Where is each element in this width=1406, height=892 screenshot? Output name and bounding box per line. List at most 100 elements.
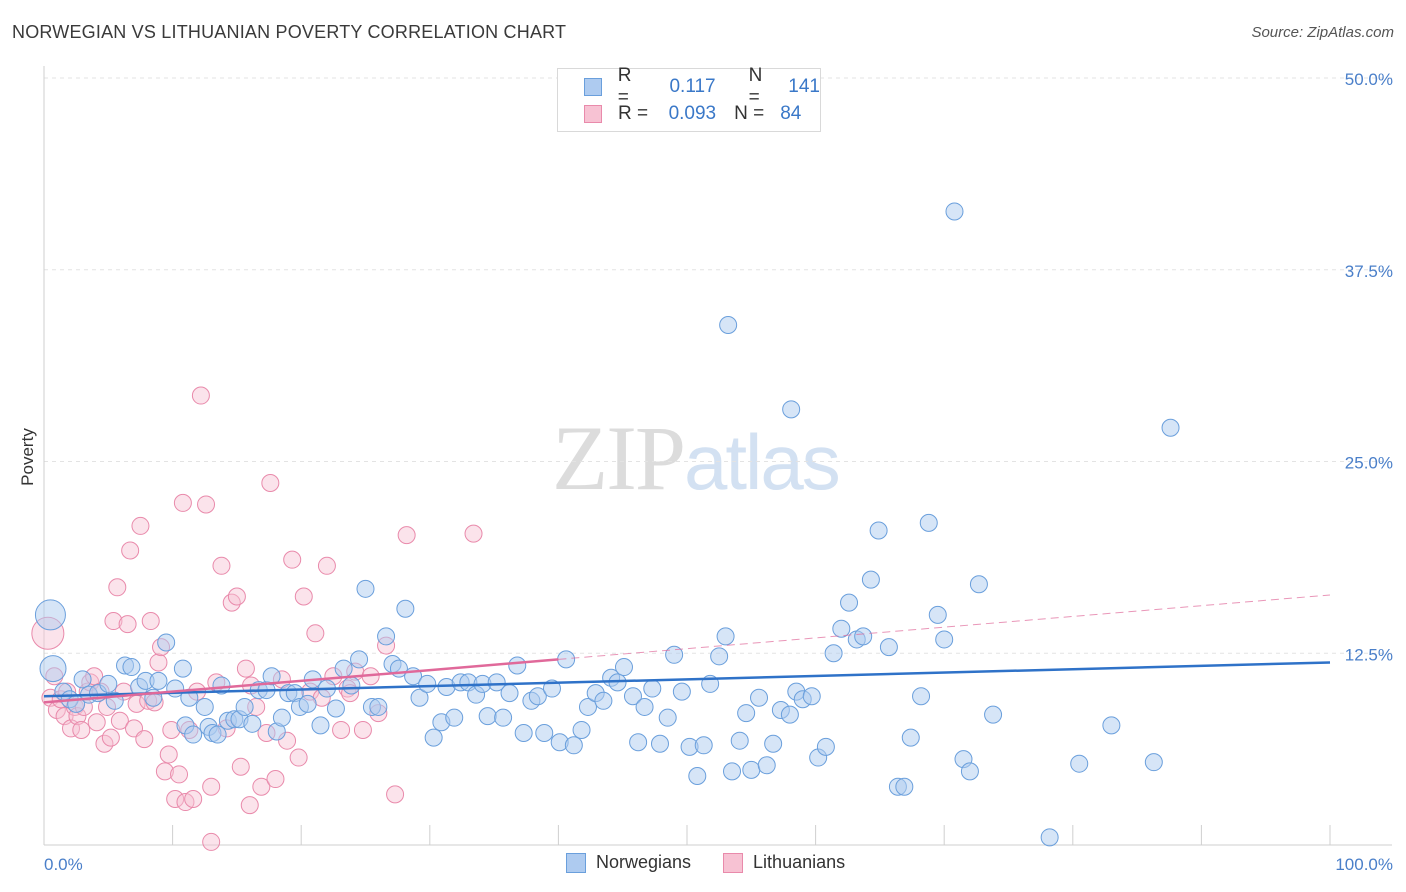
norwegian-point [757,756,776,775]
norwegian-point [780,705,799,724]
label-layer: 12.5% 25.0% 37.5% 50.0% 0.0% 100.0% Poverty [18,70,1393,874]
legend-item-lithuanians[interactable]: Lithuanians [723,852,845,873]
norwegian-point [272,708,291,727]
norwegian-point [723,762,742,781]
norwegian-point [716,627,735,646]
norwegian-point [737,704,756,723]
norwegian-point [528,687,547,706]
norwegian-point [832,619,851,638]
lithuanian-point [131,516,150,535]
lithuanian-point [227,587,246,606]
correlation-legend: R = 0.117 N = 141 R = 0.093 N = 84 [557,65,821,132]
series-legend: Norwegians Lithuanians [566,852,877,873]
norwegian-point [235,697,254,716]
y-tick-label: 37.5% [1345,262,1393,281]
norwegian-point [750,688,769,707]
lithuanian-point [197,495,216,514]
norwegian-point [935,630,954,649]
norwegian-point [643,679,662,698]
lithuanians-trend-line [43,658,559,704]
legend-r-label: R = [617,65,632,108]
legend-r-value: 0.093 [668,103,717,124]
lithuanian-point [212,556,231,575]
norwegian-point [594,691,613,710]
norwegian-point [928,605,947,624]
y-tick-label: 12.5% [1345,645,1393,664]
norwegian-point [508,656,527,675]
norwegian-point [623,687,642,706]
legend-label-lithuanians: Lithuanians [753,852,846,872]
norwegian-point [149,671,168,690]
norwegian-point [356,579,375,598]
lithuanian-point [191,386,210,405]
legend-label-norwegians: Norwegians [596,852,692,872]
lithuanian-point [155,762,174,781]
lithuanian-point [283,550,302,569]
lithuanian-point [110,711,129,730]
norwegian-point [542,679,561,698]
axis-layer [43,66,1392,846]
lithuanian-point [159,745,178,764]
norwegian-point [945,202,964,221]
lithuanian-point [332,720,351,739]
lithuanian-point [317,556,336,575]
legend-swatch-blue [584,78,602,96]
legend-item-norwegians[interactable]: Norwegians [566,852,691,873]
norwegian-point [1161,418,1180,437]
lithuanian-point [170,765,189,784]
norwegian-point [396,599,415,618]
norwegian-point [650,734,669,753]
norwegian-point [514,724,533,743]
lithuanian-point [184,789,203,808]
norwegian-point [688,766,707,785]
norwegian-point [173,659,192,678]
norwegian-point [730,731,749,750]
norwegian-point [195,697,214,716]
norwegian-point [1070,754,1089,773]
lithuanian-point [104,612,123,631]
norwegian-point [912,687,931,706]
norwegian-point [298,694,317,713]
legend-n-value: 141 [788,76,820,97]
norwegian-point [816,737,835,756]
norwegian-point [578,697,597,716]
legend-swatch-pink [723,852,744,873]
source-label: Source: ZipAtlas.com [1251,24,1394,41]
norwegian-point [500,684,519,703]
norwegian-point [208,725,227,744]
norwegian-point [342,676,361,695]
norwegian-point [157,633,176,652]
lithuanian-point [386,785,405,804]
norwegian-point [1144,753,1163,772]
norwegian-point [424,728,443,747]
norwegian-point [672,682,691,701]
y-axis-label: Poverty [18,428,37,486]
norwegian-point [1102,716,1121,735]
norwegian-point [984,705,1003,724]
lithuanian-point [252,777,271,796]
norwegian-point [854,627,873,646]
lithuanian-point [149,653,168,672]
lithuanian-point [353,720,372,739]
norwegians-points [34,202,1180,847]
lithuanian-point [108,578,127,597]
norwegian-point [742,760,761,779]
lithuanian-point [231,757,250,776]
norwegian-point [487,673,506,692]
lithuanian-point [397,526,416,545]
norwegian-point [802,687,821,706]
norwegians-trend-line [43,661,1331,698]
norwegian-point [350,650,369,669]
norwegian-point [311,716,330,735]
lithuanian-point [166,789,185,808]
chart-title: NORWEGIAN VS LITHUANIAN POVERTY CORRELAT… [12,22,567,42]
lithuanian-point [202,832,221,851]
y-tick-label: 50.0% [1345,70,1393,89]
norwegian-point [614,658,633,677]
norwegian-point [919,513,938,532]
lithuanian-point [240,796,259,815]
norwegian-point [879,638,898,657]
lithuanian-point [173,493,192,512]
lithuanian-point [289,748,308,767]
